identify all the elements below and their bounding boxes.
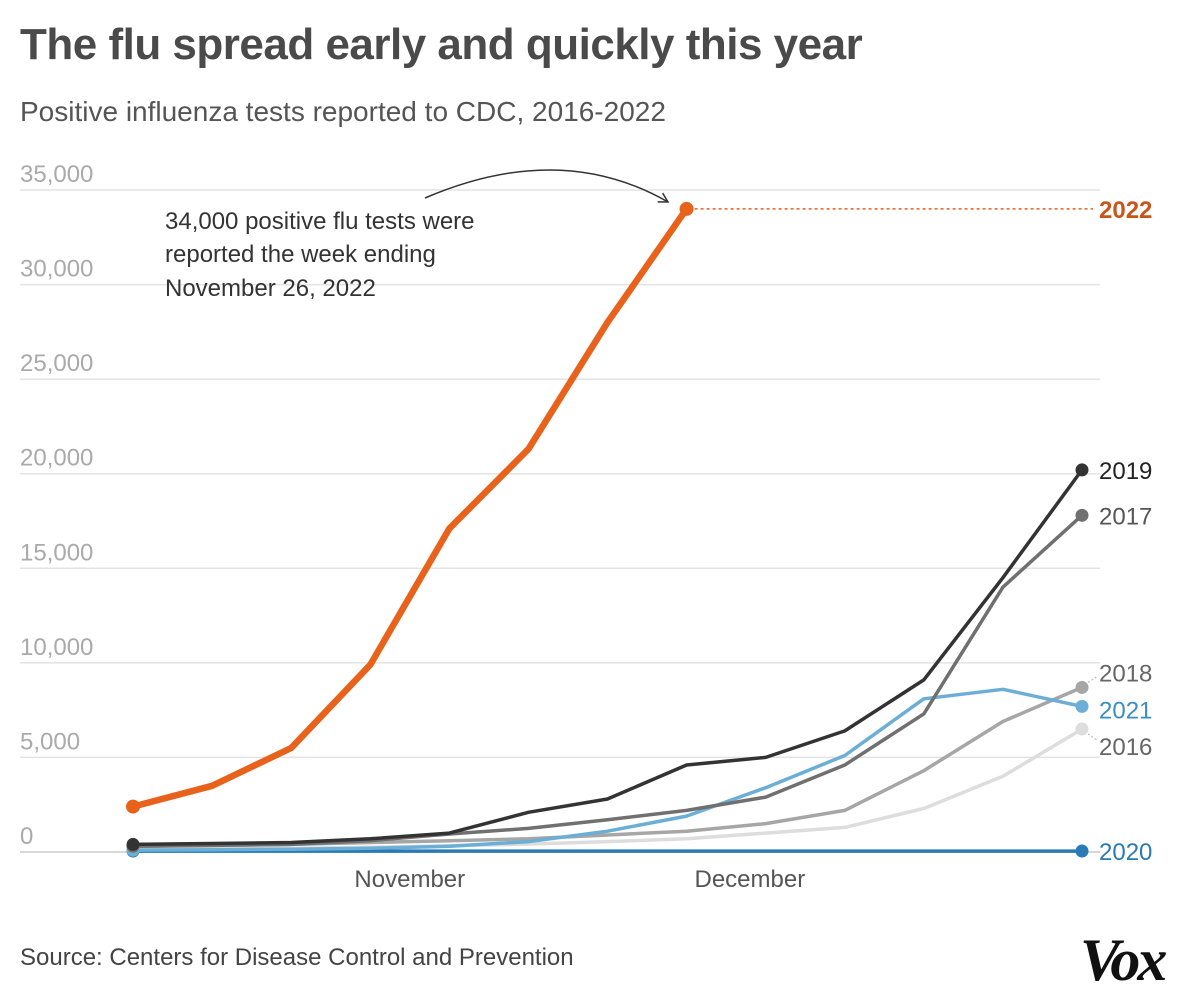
label-leader-2018 xyxy=(1087,675,1098,683)
chart-subtitle: Positive influenza tests reported to CDC… xyxy=(20,96,666,127)
y-tick-label: 10,000 xyxy=(20,634,93,661)
chart-title: The flu spread early and quickly this ye… xyxy=(20,20,863,69)
source-note: Source: Centers for Disease Control and … xyxy=(20,944,574,971)
series-labels: 2016 2020 2018 2021 2017 2019 2022 xyxy=(1087,197,1152,866)
series-end-point-2018 xyxy=(1075,680,1089,694)
series-label-2016: 2016 xyxy=(1099,734,1152,761)
series-end-point-2021 xyxy=(1075,699,1089,713)
y-tick-label: 0 xyxy=(20,823,33,850)
annotation-line-3: November 26, 2022 xyxy=(165,275,376,302)
series-end-point-2016 xyxy=(1075,722,1089,736)
series-end-point-2017 xyxy=(1075,508,1089,522)
x-axis-ticks: November December xyxy=(354,866,805,893)
series-lines xyxy=(126,201,1093,858)
series-label-2021: 2021 xyxy=(1099,697,1152,724)
y-tick-label: 35,000 xyxy=(20,161,93,188)
y-tick-label: 20,000 xyxy=(20,445,93,472)
gridlines xyxy=(20,189,1100,853)
vox-logo: Vox xyxy=(1080,927,1167,993)
y-tick-label: 15,000 xyxy=(20,539,93,566)
y-tick-label: 5,000 xyxy=(20,728,80,755)
series-line-2017 xyxy=(131,513,1084,849)
series-label-2018: 2018 xyxy=(1099,660,1152,687)
series-line-2018 xyxy=(131,685,1084,849)
series-line-2022 xyxy=(129,205,690,810)
series-start-point-2022 xyxy=(126,799,140,814)
series-end-point-2019 xyxy=(1075,463,1089,477)
annotation-arrow xyxy=(424,169,670,203)
y-axis-ticks: 0 5,000 10,000 15,000 20,000 25,000 30,000 35,0… xyxy=(20,161,93,850)
series-line-2021 xyxy=(131,687,1084,852)
series-label-2022: 2022 xyxy=(1099,197,1152,224)
label-leader-2016 xyxy=(1087,733,1098,741)
series-start-point-2019 xyxy=(126,837,140,851)
y-tick-label: 30,000 xyxy=(20,256,93,283)
y-tick-label: 25,000 xyxy=(20,350,93,377)
series-line-2019 xyxy=(131,468,1084,847)
series-label-2020: 2020 xyxy=(1099,839,1152,866)
x-tick-label: November xyxy=(354,866,465,893)
series-label-2017: 2017 xyxy=(1099,503,1152,530)
annotation-line-2: reported the week ending xyxy=(165,241,436,268)
annotation-line-1: 34,000 positive flu tests were xyxy=(165,208,475,235)
series-end-point-2020 xyxy=(1075,844,1089,858)
series-end-point-2022 xyxy=(679,201,694,216)
x-tick-label: December xyxy=(694,866,805,893)
annotation: 34,000 positive flu tests were reported … xyxy=(165,169,670,302)
series-label-2019: 2019 xyxy=(1099,458,1152,485)
